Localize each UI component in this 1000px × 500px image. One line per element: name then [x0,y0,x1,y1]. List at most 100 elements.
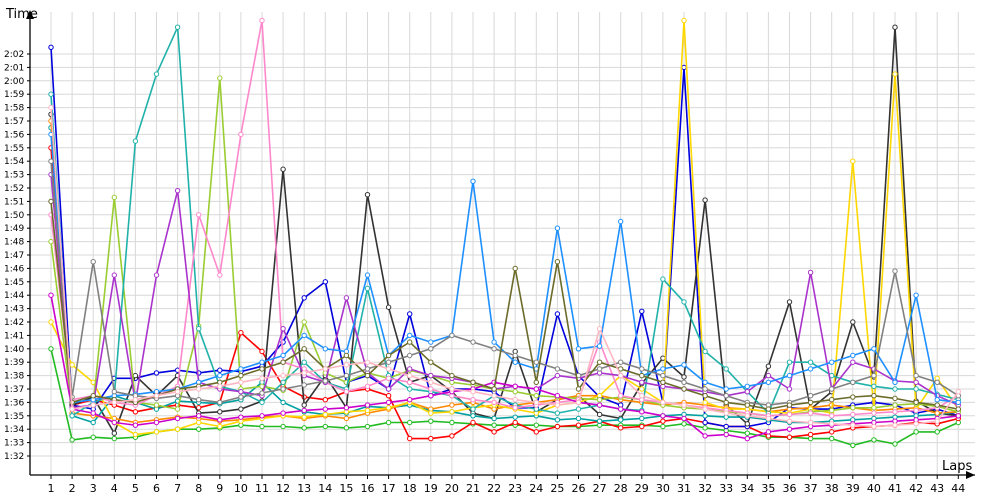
data-point [850,319,856,325]
data-point [343,372,350,379]
data-point [153,429,160,435]
data-point [533,386,539,392]
data-point [90,393,96,399]
data-point [575,406,582,412]
x-tick-label: 6 [153,482,160,495]
x-tick-label: 43 [930,482,944,495]
y-tick-label: 1:33 [4,439,24,449]
data-point [407,379,413,385]
data-point [850,422,856,428]
data-point [491,386,497,392]
x-tick-label: 38 [825,482,839,495]
x-tick-label: 2 [69,482,76,495]
data-point [807,419,814,426]
data-point [217,423,223,430]
data-point [153,419,160,426]
data-point [259,375,265,381]
data-point [449,372,455,379]
data-point [259,413,265,419]
data-point [364,285,371,292]
data-point [407,332,413,339]
series-line [50,19,959,436]
data-point [174,426,181,432]
data-point [639,366,645,372]
data-point [407,311,413,317]
data-point [428,379,434,385]
data-point [786,372,793,379]
x-tick-label: 33 [719,482,733,495]
x-tick-label: 8 [195,482,202,495]
data-point [807,269,814,276]
data-point [723,410,729,416]
series-line [50,19,959,417]
data-point [575,399,582,406]
data-point [596,359,603,365]
data-point [934,402,940,408]
data-point [322,279,328,285]
x-tick-label: 42 [909,482,923,495]
data-point [512,414,518,420]
x-tick-labels: 1 2 3 4 5 6 7 8 9 10 11 12 13 14 15 16 17 18 19 20 21 22 23 24 2… [48,475,965,495]
x-tick-label: 1 [48,482,55,495]
data-point [892,386,898,392]
data-point [69,406,75,412]
data-point [681,421,687,427]
data-point [744,430,750,436]
data-point [723,399,729,406]
data-point [491,393,497,399]
data-point [280,399,286,406]
data-point [681,415,687,422]
data-point [217,367,223,373]
data-point [132,138,139,144]
data-point [111,388,118,395]
data-point [470,419,476,426]
data-point [428,346,434,352]
data-point [69,437,75,443]
data-point [238,366,244,372]
data-point [660,399,666,406]
data-point [48,319,54,325]
x-tick-label: 21 [466,482,480,495]
series-line [50,161,959,406]
data-point [301,319,307,325]
data-point [385,399,392,406]
data-point [829,421,835,427]
y-tick-label: 1:53 [4,171,24,181]
data-point [259,383,265,390]
data-point [238,406,244,412]
series-line [50,26,959,417]
x-tick-label: 10 [234,482,248,495]
axes [26,10,975,479]
data-point [765,379,772,385]
data-point [618,359,624,365]
data-point [934,397,940,403]
x-tick-label: 30 [656,482,670,495]
data-point [892,422,898,428]
series-16 [48,104,961,430]
y-tick-label: 1:40 [4,345,24,355]
data-point [660,355,666,361]
data-point [807,410,814,416]
data-point [111,435,118,442]
data-point [829,397,835,403]
data-point [681,17,687,24]
data-point [765,406,772,412]
data-point [301,414,307,420]
data-point [322,423,328,430]
x-tick-label: 13 [297,482,311,495]
data-point [786,411,793,418]
x-tick-label: 5 [132,482,139,495]
data-point [301,370,307,376]
data-point [829,407,835,414]
y-tick-label: 1:37 [4,385,24,395]
y-tick-label: 1:47 [4,251,24,261]
x-tick-label: 44 [951,482,965,495]
data-point [491,429,497,435]
data-point [765,372,772,379]
data-point [385,419,392,426]
data-point [343,388,350,395]
series-lines [48,17,961,448]
data-point [259,423,265,430]
data-point [786,359,793,365]
data-point [364,192,371,198]
